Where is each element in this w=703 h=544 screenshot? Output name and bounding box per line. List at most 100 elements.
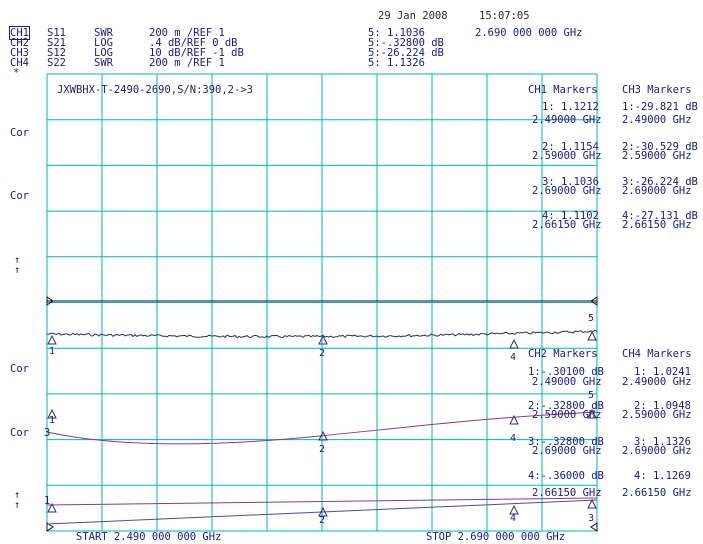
ch3-marker-4-value: 4:-27.131 dB — [622, 210, 698, 222]
ch4-format: SWR — [94, 57, 113, 69]
ref-right-marker-lower — [590, 522, 598, 532]
lower-cor-1: Cor — [10, 363, 29, 375]
ch4-marker-2-value: 2: 1.0948 — [634, 400, 691, 412]
ch1-marker-3-value: 3: 1.1036 — [542, 176, 599, 188]
ch2-markers-heading: CH2 Markers — [528, 348, 598, 360]
upper-cor-2: Cor — [10, 190, 29, 202]
ch4-ref-mark: 1 — [44, 495, 51, 507]
ch2-scale: .4 dB/REF 0 dB — [149, 37, 238, 49]
active-star: * — [13, 67, 20, 79]
time: 15:07:05 — [479, 10, 530, 22]
marker-2-upper — [318, 334, 328, 345]
upper-cor-1: Cor — [10, 127, 29, 139]
ch4-param: S22 — [47, 57, 66, 69]
ch2-marker-3-value: 3:-.32800 dB — [528, 436, 604, 448]
ch2-marker-readout: 5:-.32800 dB — [368, 37, 444, 49]
upper-arrow-up-icon-2: ↑ — [14, 264, 21, 276]
channel-4-label[interactable]: CH4 — [10, 57, 29, 69]
ref-left-marker-upper — [46, 296, 54, 306]
ch2-trace — [46, 411, 598, 445]
channel-2-label[interactable]: CH2 — [10, 37, 29, 49]
ch4-marker-4-value: 4: 1.1269 — [634, 470, 691, 482]
stop-frequency: STOP 2.690 000 000 GHz — [426, 531, 566, 543]
ch3-markers-heading: CH3 Markers — [622, 84, 692, 96]
marker-number-1b: 1 — [49, 415, 56, 426]
ch1-marker-2-value: 2: 1.1154 — [542, 141, 599, 153]
start-frequency: START 2.490 000 000 GHz — [76, 531, 222, 543]
marker-4-upper — [509, 338, 519, 349]
ch3-marker-2-freq: 2.59000 GHz — [622, 150, 692, 162]
ref-left-marker-lower — [46, 522, 54, 532]
ch2-ref-mark: 3 — [44, 427, 51, 439]
channel-3-label[interactable]: CH3 — [10, 47, 29, 59]
ch2-param: S21 — [47, 37, 66, 49]
ch4-marker-1-value: 1: 1.0241 — [634, 366, 691, 378]
marker-5-upper — [587, 330, 597, 341]
ch4-marker-2-freq: 2.59000 GHz — [622, 409, 692, 421]
marker-number-1: 1 — [49, 346, 56, 357]
marker-5-ch2 — [587, 408, 597, 419]
ch3-marker-3-freq: 2.69000 GHz — [622, 185, 692, 197]
ch4-marker-3-freq: 2.69000 GHz — [622, 445, 692, 457]
marker-number-2b: 2 — [319, 444, 326, 455]
marker-1-ch2 — [47, 408, 57, 419]
ch4-marker-3-value: 3: 1.1326 — [634, 436, 691, 448]
ch1-param: S11 — [47, 27, 66, 39]
ch2-marker-1-value: 1:-.30100 dB — [528, 366, 604, 378]
marker-number-5b: 5 — [588, 390, 595, 401]
ch1-marker-1-freq: 2.49000 GHz — [532, 114, 602, 126]
ch4-marker-4-freq: 2.66150 GHz — [622, 487, 692, 499]
marker-number-5: 5 — [588, 313, 595, 324]
ch1-markers-heading: CH1 Markers — [528, 84, 598, 96]
marker-number-4c: 4 — [510, 513, 517, 524]
ch4-scale: 200 m /REF 1 — [149, 57, 225, 69]
ch4-trace — [46, 497, 598, 506]
marker-4-ch2 — [509, 414, 519, 425]
ch2-marker-3-freq: 2.69000 GHz — [532, 445, 602, 457]
ch4-marker-readout: 5: 1.1326 — [368, 57, 425, 69]
ch2-marker-4-freq: 2.66150 GHz — [532, 487, 602, 499]
ch1-format: SWR — [94, 27, 113, 39]
ch3-scale: 10 dB/REF -1 dB — [149, 47, 244, 59]
ch3-marker-2-value: 2:-30.529 dB — [622, 141, 698, 153]
marker-number-2c: 2 — [319, 515, 326, 526]
marker-4-low — [509, 504, 519, 515]
marker-number-2: 2 — [319, 348, 326, 359]
ch3-param: S12 — [47, 47, 66, 59]
lower-cor-2: Cor — [10, 427, 29, 439]
ch3-marker-3-value: 3:-26.224 dB — [622, 176, 698, 188]
lower-arrow-up-icon-2: ↑ — [14, 499, 21, 511]
ch3-marker-1-freq: 2.49000 GHz — [622, 114, 692, 126]
marker-number-4: 4 — [510, 352, 517, 363]
ch2-marker-2-value: 2:-.32800 dB — [528, 400, 604, 412]
marker-2-ch2 — [318, 430, 328, 441]
ch1-marker-2-freq: 2.59000 GHz — [532, 150, 602, 162]
ch3-format: LOG — [94, 47, 113, 59]
date: 29 Jan 2008 — [378, 10, 448, 22]
ch1-marker-readout: 5: 1.1036 — [368, 27, 425, 39]
ch3-trace — [46, 499, 598, 525]
ch1-marker-4-freq: 2.66150 GHz — [532, 219, 602, 231]
ch3-marker-4-freq: 2.66150 GHz — [622, 219, 692, 231]
trace-title: JXWBHX-T-2490-2690,S/N:390,2->3 — [57, 84, 253, 96]
marker-5-low — [587, 498, 597, 509]
ch1-marker-3-freq: 2.69000 GHz — [532, 185, 602, 197]
ch1-marker-4-value: 4: 1.1102 — [542, 210, 599, 222]
ch3-marker-1-value: 1:-29.821 dB — [622, 101, 698, 113]
ch2-format: LOG — [94, 37, 113, 49]
marker-frequency: 2.690 000 000 GHz — [475, 27, 583, 39]
marker-number-4b: 4 — [510, 433, 517, 444]
marker-2-low — [318, 506, 328, 517]
ch3-marker-readout: 5:-26.224 dB — [368, 47, 444, 59]
ch1-trace — [46, 329, 598, 339]
ch4-markers-heading: CH4 Markers — [622, 348, 692, 360]
channel-1-label[interactable]: CH1 — [9, 26, 30, 40]
ch4-marker-1-freq: 2.49000 GHz — [622, 376, 692, 388]
ch1-marker-1-value: 1: 1.1212 — [542, 101, 599, 113]
ref-right-marker-upper — [590, 296, 598, 306]
marker-1-upper — [47, 334, 57, 345]
upper-arrow-up-icon: ↑ — [14, 254, 21, 266]
marker-number-3c: 3 — [588, 513, 595, 524]
lower-arrow-up-icon: ↑ — [14, 489, 21, 501]
